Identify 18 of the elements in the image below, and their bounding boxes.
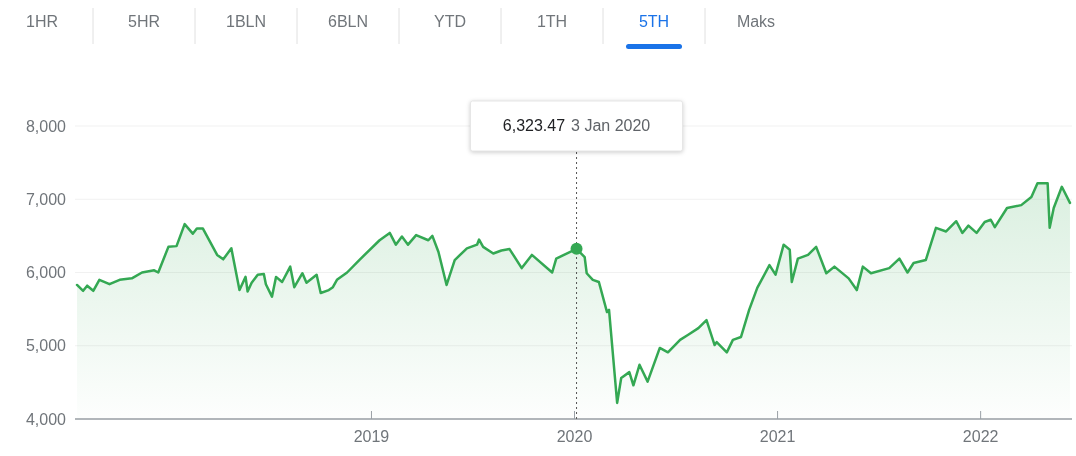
x-tick-label: 2022 <box>962 428 999 445</box>
x-tick-label: 2021 <box>759 428 796 445</box>
text: 6BLN <box>327 13 369 30</box>
text: Maks <box>736 13 776 30</box>
text: 5HR <box>127 13 161 30</box>
text: 1TH <box>536 13 568 30</box>
y-tick-label: 6,000 <box>25 264 67 282</box>
text: YTD <box>434 13 466 30</box>
text: 1BLN <box>225 13 267 30</box>
y-tick-label: 4,000 <box>25 410 67 428</box>
x-tick-label: 2019 <box>353 428 390 445</box>
y-tick-label: 8,000 <box>25 117 67 135</box>
y-tick-label: 5,000 <box>25 337 67 355</box>
y-tick-label: 7,000 <box>25 190 67 208</box>
text: 1HR <box>25 13 59 30</box>
annotation: 6,323.47 3 Jan 2020 <box>502 117 651 134</box>
x-tick-label: 2020 <box>556 428 593 445</box>
text: 5TH <box>638 13 670 30</box>
